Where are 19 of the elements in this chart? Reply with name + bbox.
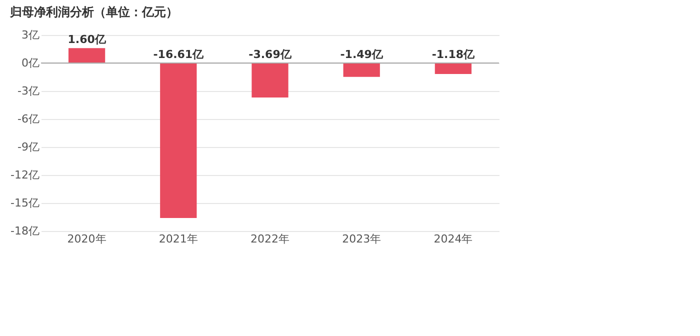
- y-tick-label: -9亿: [18, 140, 40, 154]
- data-label: -16.61亿: [153, 48, 205, 61]
- y-tick-label: 3亿: [22, 28, 40, 42]
- x-tick-label: 2020年: [67, 232, 106, 246]
- data-label: 1.60亿: [68, 33, 107, 46]
- chart-title: 归母净利润分析（单位：亿元）: [9, 5, 178, 19]
- x-tick-label: 2023年: [342, 232, 382, 246]
- x-tick-label: 2022年: [250, 232, 290, 246]
- y-tick-label: -18亿: [10, 224, 40, 238]
- y-tick-label: -6亿: [18, 112, 40, 126]
- y-tick-label: 0亿: [22, 56, 40, 70]
- data-label: -3.69亿: [248, 48, 292, 61]
- data-label: -1.49亿: [340, 48, 384, 61]
- y-tick-label: -3亿: [18, 84, 40, 98]
- x-tick-label: 2024年: [434, 232, 473, 246]
- x-tick-label: 2021年: [158, 232, 198, 246]
- data-label: -1.18亿: [432, 48, 476, 61]
- y-tick-label: -15亿: [10, 196, 40, 210]
- y-tick-label: -12亿: [10, 168, 40, 182]
